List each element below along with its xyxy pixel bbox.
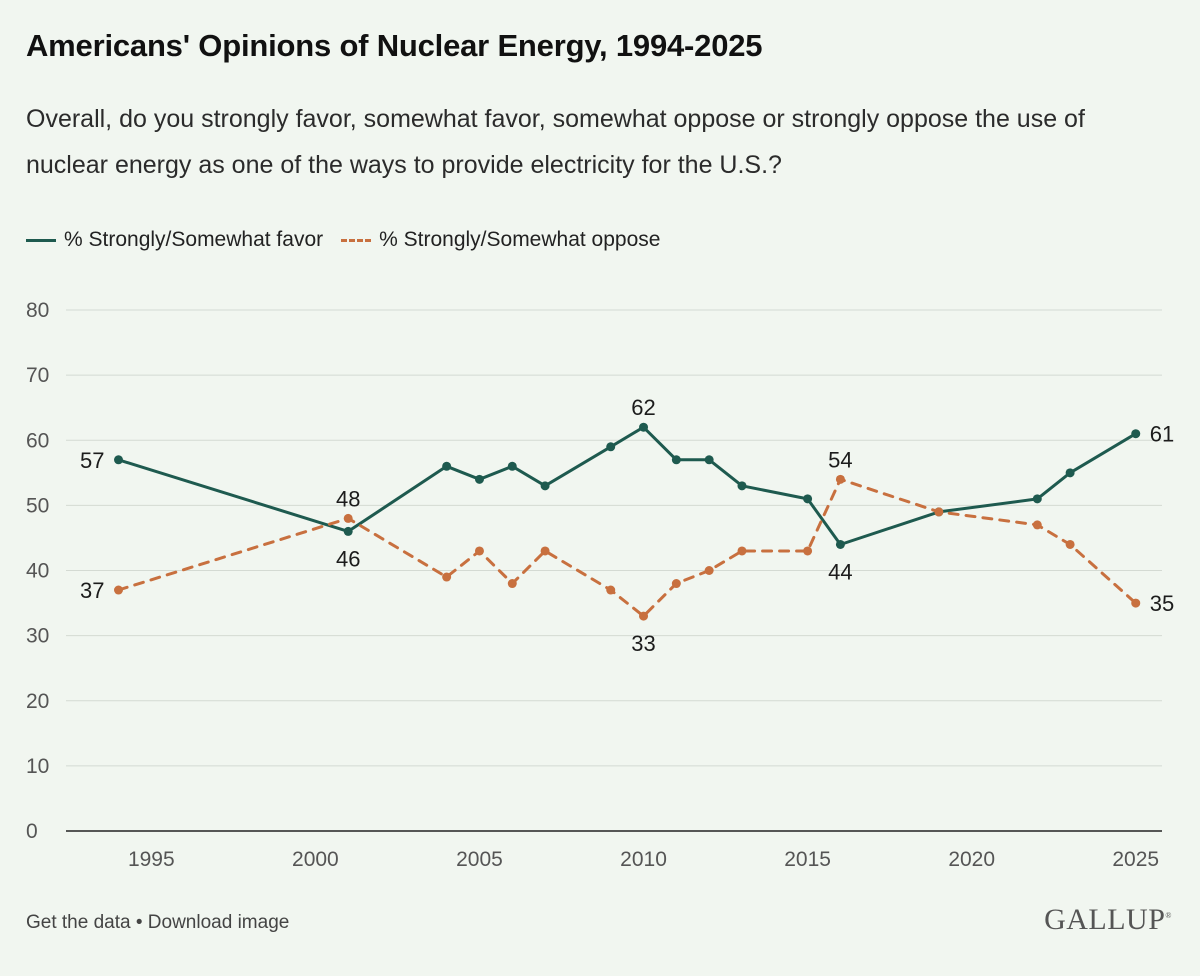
legend-label-favor: % Strongly/Somewhat favor	[64, 228, 324, 251]
legend-item-oppose[interactable]: % Strongly/Somewhat oppose	[341, 228, 660, 252]
data-point-oppose-1994	[114, 585, 124, 595]
data-label-favor-2010: 62	[631, 395, 655, 420]
data-point-oppose-2005	[474, 546, 484, 556]
data-label-favor-2001: 46	[336, 546, 360, 571]
data-point-favor-2012	[704, 455, 714, 465]
y-tick-label-80: 80	[26, 299, 49, 322]
series-line-oppose	[117, 477, 1138, 618]
data-point-favor-2001	[343, 526, 353, 536]
data-point-favor-2016	[835, 539, 845, 549]
data-point-favor-2013	[737, 481, 747, 491]
x-tick-label-2000: 2000	[292, 848, 339, 871]
legend: % Strongly/Somewhat favor % Strongly/Som…	[26, 228, 678, 252]
data-point-oppose-2013	[737, 546, 747, 556]
data-point-oppose-2015	[803, 546, 813, 556]
data-point-favor-1994	[114, 455, 124, 465]
y-tick-label-0: 0	[26, 820, 38, 843]
gallup-logo-text: GALLUP	[1044, 903, 1166, 936]
data-point-oppose-2023	[1065, 539, 1075, 549]
legend-label-oppose: % Strongly/Somewhat oppose	[379, 228, 661, 251]
data-point-oppose-2010	[639, 611, 649, 621]
y-tick-label-60: 60	[26, 429, 49, 452]
y-tick-label-40: 40	[26, 560, 49, 583]
data-point-oppose-2007	[540, 546, 550, 556]
data-point-oppose-2001	[343, 513, 353, 523]
data-point-favor-2010	[639, 422, 649, 432]
data-label-oppose-2001: 48	[336, 486, 360, 511]
data-point-favor-2007	[540, 481, 550, 491]
y-tick-label-70: 70	[26, 364, 49, 387]
registered-mark: ®	[1165, 911, 1172, 920]
get-data-link[interactable]: Get the data	[26, 912, 131, 933]
data-label-oppose-2025: 35	[1150, 591, 1174, 616]
chart-title: Americans' Opinions of Nuclear Energy, 1…	[26, 28, 763, 63]
data-point-oppose-2006	[507, 579, 517, 589]
data-point-favor-2023	[1065, 468, 1075, 478]
data-point-favor-2005	[474, 474, 484, 484]
download-image-link[interactable]: Download image	[147, 912, 290, 933]
data-point-oppose-2004	[442, 572, 452, 582]
y-tick-label-20: 20	[26, 690, 49, 713]
data-label-favor-1994: 57	[80, 448, 104, 473]
x-tick-label-1995: 1995	[128, 848, 175, 871]
data-point-favor-2009	[606, 442, 616, 452]
footer-links: Get the data • Download image	[26, 912, 289, 934]
x-tick-label-2015: 2015	[784, 848, 831, 871]
data-point-favor-2004	[442, 461, 452, 471]
data-label-favor-2025: 61	[1150, 422, 1174, 447]
y-tick-label-30: 30	[26, 625, 49, 648]
data-point-oppose-2011	[671, 579, 681, 589]
data-label-favor-2016: 44	[828, 559, 852, 584]
data-label-oppose-2010: 33	[631, 631, 655, 656]
gallup-logo[interactable]: GALLUP®	[1044, 903, 1172, 937]
data-point-oppose-2019	[934, 507, 944, 517]
data-point-oppose-2016	[835, 474, 845, 484]
legend-swatch-oppose	[341, 238, 372, 242]
data-point-favor-2022	[1032, 494, 1042, 504]
y-tick-label-10: 10	[26, 755, 49, 778]
x-tick-label-2020: 2020	[948, 848, 995, 871]
data-point-favor-2015	[803, 494, 813, 504]
data-point-oppose-2025	[1131, 598, 1141, 608]
x-tick-label-2010: 2010	[620, 848, 667, 871]
y-tick-label-50: 50	[26, 494, 49, 517]
data-point-favor-2006	[507, 461, 517, 471]
data-label-oppose-2016: 54	[828, 447, 852, 472]
legend-item-favor[interactable]: % Strongly/Somewhat favor	[26, 228, 323, 252]
legend-swatch-favor	[26, 238, 56, 242]
x-tick-label-2005: 2005	[456, 848, 503, 871]
data-point-oppose-2009	[606, 585, 616, 595]
data-point-favor-2011	[671, 455, 681, 465]
data-point-favor-2025	[1131, 429, 1141, 439]
data-point-oppose-2012	[704, 566, 714, 575]
data-point-oppose-2022	[1032, 520, 1042, 530]
series-line-favor	[117, 425, 1138, 546]
footer-separator: •	[130, 912, 148, 933]
chart-subtitle: Overall, do you strongly favor, somewhat…	[26, 105, 1085, 179]
x-tick-label-2025: 2025	[1112, 848, 1159, 871]
line-chart: 0 10 20 30 40 50 60 70 80 1995 2000 2005 2010 2015 202…	[26, 299, 1174, 871]
data-label-oppose-1994: 37	[80, 578, 104, 603]
